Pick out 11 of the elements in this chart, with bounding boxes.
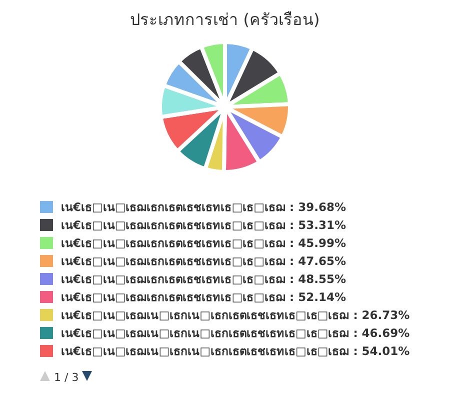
legend-label: เน€เธ□เน□เธฌเน□เธกเน□เธกเธตเธชเธทเธ□เธ□เธฌ : 46.69% (61, 326, 410, 340)
legend-label: เน€เธ□เน□เธฌเธกเธตเธชเธทเธ□เธ□เธฌ : 47.65% (61, 254, 346, 268)
legend-label: เน€เธ□เน□เธฌเน□เธกเน□เธกเธตเธชเธทเธ□เธ□เธฌ : 54.01% (61, 344, 410, 358)
text: 1 / 3 (54, 371, 79, 384)
legend-label: เน€เธ□เน□เธฌเธกเธตเธชเธทเธ□เธ□เธฌ : 52.14% (61, 290, 346, 304)
legend-label: เน€เธ□เน□เธฌเน□เธกเน□เธกเธตเธชเธทเธ□เธ□เธฌ : 26.73% (61, 308, 410, 322)
legend-label: เน€เธ□เน□เธฌเธกเธตเธชเธทเธ□เธ□เธฌ : 53.31% (61, 218, 346, 232)
legend-label: เน€เธ□เน□เธฌเธกเธตเธชเธทเธ□เธ□เธฌ : 45.99% (61, 236, 346, 250)
chart-title: ประเภทการเช่า (ครัวเรือน) (130, 10, 320, 29)
legend-label: เน€เธ□เน□เธฌเธกเธตเธชเธทเธ□เธ□เธฌ : 39.68% (61, 200, 346, 214)
legend-label: เน€เธ□เน□เธฌเธกเธตเธชเธทเธ□เธ□เธฌ : 48.55% (61, 272, 346, 286)
